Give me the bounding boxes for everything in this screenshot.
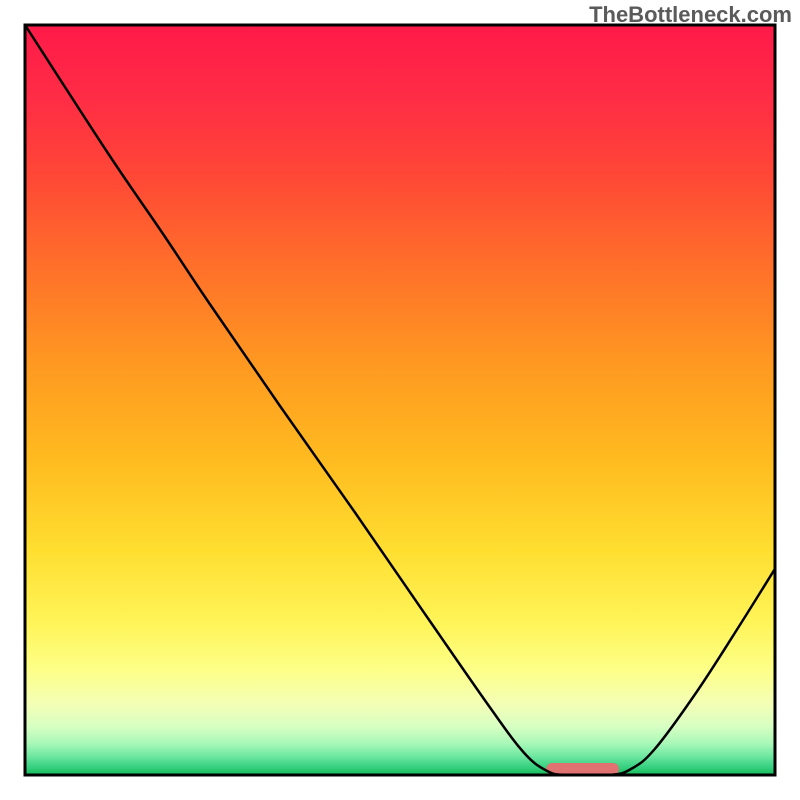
watermark-label: TheBottleneck.com <box>589 2 792 28</box>
gradient-background <box>25 25 775 775</box>
bottleneck-chart: TheBottleneck.com <box>0 0 800 800</box>
chart-svg <box>0 0 800 800</box>
